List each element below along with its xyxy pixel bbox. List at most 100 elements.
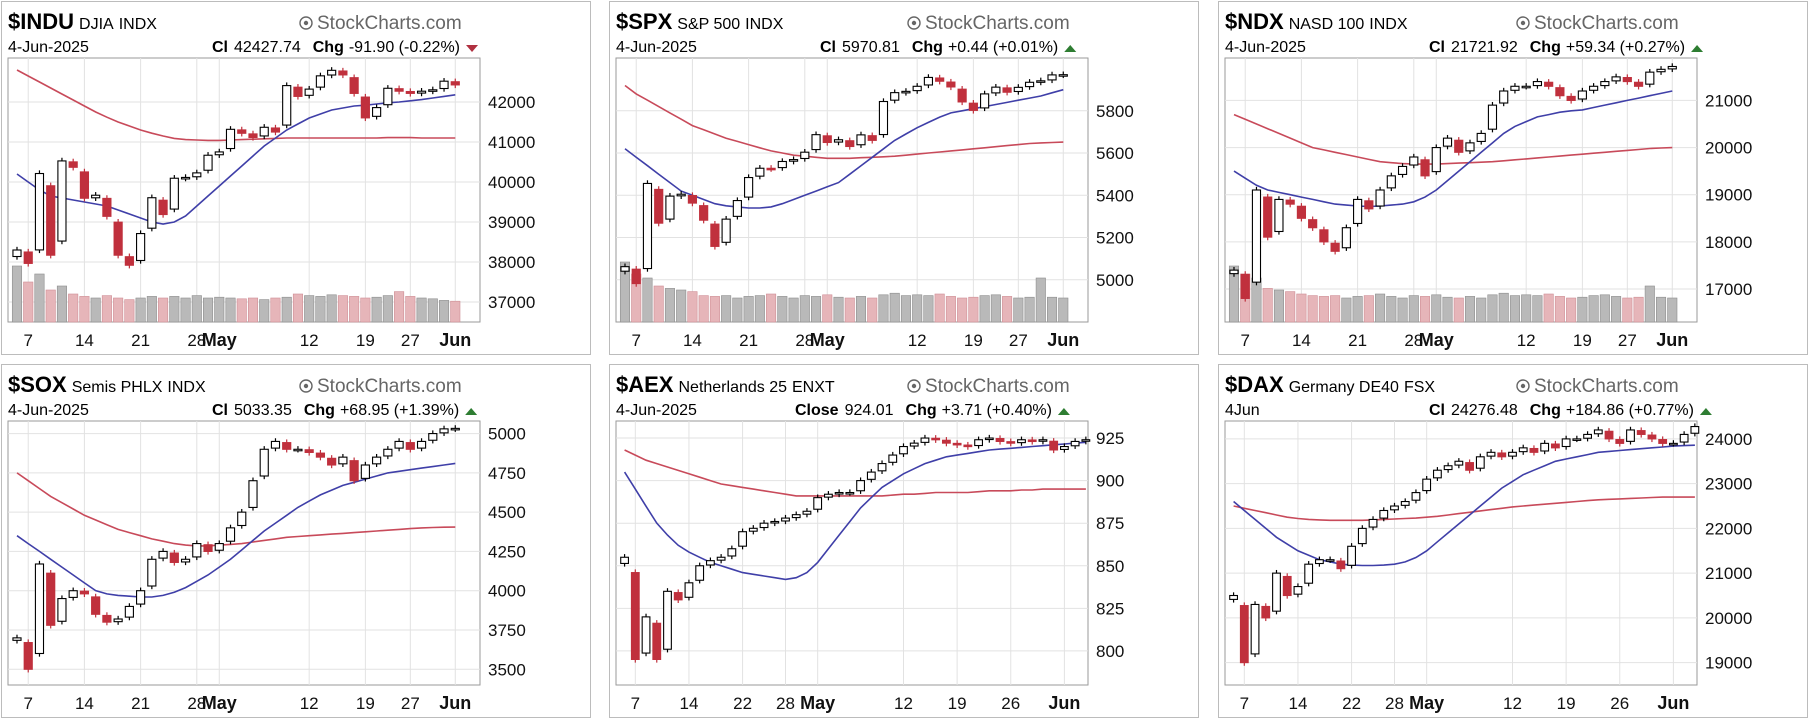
candlestick xyxy=(710,220,720,250)
candle-body xyxy=(759,522,769,529)
volume-bar xyxy=(439,300,450,323)
candlestick xyxy=(1364,197,1374,213)
candle-body xyxy=(1049,440,1059,451)
candle-body xyxy=(980,93,990,109)
chart-panel-aex[interactable]: $AEX Netherlands 25 ENXT StockCharts.com 4-J… xyxy=(609,364,1199,718)
volume-bar xyxy=(146,296,157,323)
chart-svg: $INDU DJIA INDX StockCharts.com 4-Jun-2025 Cl… xyxy=(7,9,535,350)
volume-bar xyxy=(11,265,23,323)
volume-bar xyxy=(1228,265,1240,323)
candlestick xyxy=(270,124,281,136)
chg-label: Chg xyxy=(304,402,335,419)
symbol-label: $INDU xyxy=(8,9,74,34)
candle-body xyxy=(968,102,978,111)
candle-body xyxy=(770,520,780,524)
y-tick-label: 19000 xyxy=(1705,654,1752,673)
volume-bar xyxy=(56,285,67,323)
candlestick xyxy=(1497,449,1507,460)
candle-body xyxy=(180,176,191,180)
candlestick xyxy=(338,453,348,467)
candle-body xyxy=(1544,81,1554,87)
volume-bar xyxy=(709,296,720,323)
chart-panel-indu[interactable]: $INDU DJIA INDX StockCharts.com 4-Jun-2025 Cl… xyxy=(1,1,591,355)
chart-panel-sox[interactable]: $SOX Semis PHLX INDX StockCharts.com 4-Jun-2… xyxy=(1,364,591,718)
candlestick xyxy=(1002,84,1012,96)
candle-body xyxy=(1658,439,1668,444)
candle-body xyxy=(136,233,146,262)
candlestick xyxy=(248,130,258,141)
candle-body xyxy=(203,154,213,171)
candle-body xyxy=(1487,104,1498,130)
brand-label: StockCharts.com xyxy=(1534,13,1679,34)
candle-body xyxy=(899,445,908,455)
x-tick-label: 27 xyxy=(401,331,420,350)
x-tick-label: 28 xyxy=(1404,331,1423,350)
candle-body xyxy=(1442,137,1453,147)
candle-body xyxy=(1561,438,1571,448)
candle-body xyxy=(1422,478,1432,492)
volume-bar xyxy=(1408,295,1419,323)
volume-bar xyxy=(371,296,382,323)
candlestick xyxy=(428,86,438,95)
candle-body xyxy=(68,590,78,598)
candlestick xyxy=(57,157,67,245)
candle-body xyxy=(1690,425,1700,434)
volume-bar xyxy=(1532,295,1543,323)
y-tick-label: 900 xyxy=(1096,472,1124,491)
candlestick xyxy=(642,180,653,272)
volume-bar xyxy=(304,295,315,323)
copyright-icon-dot xyxy=(303,383,309,389)
candle-body xyxy=(91,194,101,199)
candlestick xyxy=(1368,516,1378,531)
date-label: 4Jun xyxy=(1225,402,1260,419)
chart-panel-ndx[interactable]: $NDX NASD 100 INDX StockCharts.com 4-Jun-202… xyxy=(1218,1,1808,355)
candle-body xyxy=(136,590,146,605)
candle-body xyxy=(248,480,258,508)
candlestick xyxy=(1465,139,1475,155)
candlestick xyxy=(963,441,973,450)
volume-bar xyxy=(687,291,698,323)
candle-body xyxy=(1036,80,1046,83)
candle-body xyxy=(372,456,382,465)
candle-body xyxy=(1540,442,1550,452)
brand-label: StockCharts.com xyxy=(925,13,1070,34)
volume-bar xyxy=(1273,289,1284,323)
candlestick xyxy=(416,438,427,452)
x-tick-label: 14 xyxy=(1292,331,1311,350)
candle-body xyxy=(1572,438,1582,441)
candle-body xyxy=(1336,560,1346,570)
volume-bar xyxy=(180,297,191,323)
volume-bar xyxy=(1363,295,1374,323)
volume-bar xyxy=(855,296,867,323)
volume-bar xyxy=(1386,296,1397,323)
candlestick xyxy=(12,246,22,260)
volume-bar xyxy=(292,293,303,323)
candle-body xyxy=(1296,205,1307,219)
exchange-label: INDX xyxy=(1369,16,1408,33)
candlestick xyxy=(867,132,877,144)
chart-panel-dax[interactable]: $DAX Germany DE40 FSX StockCharts.com 4Jun Cl… xyxy=(1218,364,1808,718)
chart-panel-spx[interactable]: $SPX S&P 500 INDX StockCharts.com 4-Jun-2025… xyxy=(609,1,1199,355)
copyright-icon xyxy=(907,16,921,30)
volume-bar xyxy=(124,299,135,323)
candle-body xyxy=(1240,273,1250,299)
candlestick xyxy=(770,518,780,527)
candle-body xyxy=(158,199,168,216)
candle-body xyxy=(974,439,983,447)
candle-body xyxy=(1081,439,1091,442)
candle-body xyxy=(270,127,281,133)
candle-body xyxy=(995,437,1005,442)
volume-bar xyxy=(1644,285,1655,323)
candle-body xyxy=(1636,430,1646,435)
volume-bar xyxy=(1330,295,1341,323)
x-tick-label: Jun xyxy=(1048,693,1080,713)
candlestick xyxy=(811,131,821,153)
date-label: 4-Jun-2025 xyxy=(616,402,697,419)
candlestick xyxy=(79,588,90,598)
x-tick-label: 22 xyxy=(733,694,752,713)
y-tick-label: 40000 xyxy=(488,173,535,192)
volume-bar xyxy=(844,297,855,323)
symbol-label: $SPX xyxy=(616,9,673,34)
volume-bar xyxy=(1375,293,1386,323)
candle-body xyxy=(1375,189,1385,207)
